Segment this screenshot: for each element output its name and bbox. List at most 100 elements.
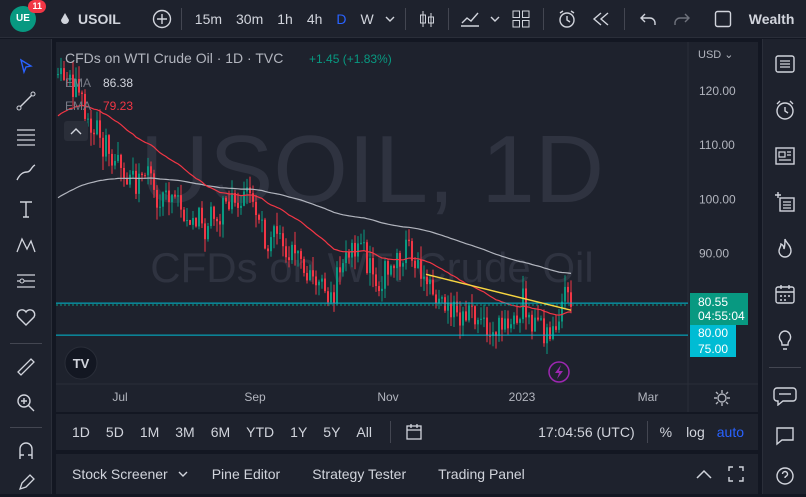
candle-body xyxy=(207,226,209,240)
cursor-icon xyxy=(19,58,33,75)
undo-icon xyxy=(639,13,656,25)
workspace-name[interactable]: Wealth xyxy=(748,10,795,27)
ideas-button[interactable] xyxy=(770,325,800,355)
text-tool[interactable] xyxy=(12,195,40,223)
interval-4h[interactable]: 4h xyxy=(306,10,323,27)
tradingview-logo[interactable]: TV xyxy=(64,346,98,380)
utc-clock[interactable]: 17:04:56 (UTC) xyxy=(538,424,635,440)
candle-body xyxy=(426,276,428,285)
alert-button[interactable] xyxy=(550,0,584,38)
candle-body xyxy=(408,239,410,242)
add-list-icon xyxy=(775,192,795,212)
help-button[interactable] xyxy=(770,461,800,491)
news-button[interactable] xyxy=(770,141,800,171)
object-tree-button[interactable] xyxy=(770,187,800,217)
tab-pine-editor[interactable]: Pine Editor xyxy=(211,466,281,482)
alerts-button[interactable] xyxy=(770,95,800,125)
fullscreen-button[interactable] xyxy=(703,0,743,38)
range-6m[interactable]: 6M xyxy=(210,424,231,440)
top-toolbar: UE 11 USOIL 15m 30m 1h 4h D W Wealth xyxy=(0,0,806,38)
chat-button[interactable] xyxy=(770,421,800,451)
magnet-tool[interactable] xyxy=(12,437,40,465)
currency-label[interactable]: USD ⌄ xyxy=(698,49,734,61)
legend-collapse-button[interactable] xyxy=(64,121,88,141)
layouts-button[interactable] xyxy=(505,0,537,38)
brush-tool[interactable] xyxy=(12,159,40,187)
rewind-icon xyxy=(592,11,609,26)
chats-button[interactable] xyxy=(770,381,800,411)
tab-strategy-tester[interactable]: Strategy Tester xyxy=(312,466,407,482)
favorites-tool[interactable] xyxy=(12,303,40,331)
candle-body xyxy=(108,135,110,154)
trendline-tool[interactable] xyxy=(12,87,40,115)
indicators-button[interactable] xyxy=(455,0,485,38)
price-chart[interactable]: USOIL, 1D CFDs on WTI Crude Oil 120.0011… xyxy=(56,42,758,412)
range-ytd[interactable]: YTD xyxy=(246,424,275,440)
candle-body xyxy=(321,278,323,282)
candle-body xyxy=(456,301,458,313)
candle-body xyxy=(294,244,296,254)
symbol-search-button[interactable]: USOIL xyxy=(60,0,121,38)
redo-button[interactable] xyxy=(665,0,699,38)
candle-body xyxy=(411,241,413,261)
range-5d[interactable]: 5D xyxy=(105,424,124,440)
chart-type-button[interactable] xyxy=(412,0,442,38)
candle-body xyxy=(267,248,269,252)
lightning-icon[interactable] xyxy=(548,361,570,383)
candle-body xyxy=(72,74,74,97)
candle-body xyxy=(351,242,353,258)
candle-body xyxy=(126,178,128,185)
replay-button[interactable] xyxy=(584,0,618,38)
fib-tool[interactable] xyxy=(12,123,40,151)
candles-icon xyxy=(419,10,434,27)
candle-body xyxy=(498,317,500,337)
forecast-tool[interactable] xyxy=(12,267,40,295)
indicators-dropdown[interactable] xyxy=(485,0,505,38)
range-3m[interactable]: 3M xyxy=(175,424,195,440)
range-all[interactable]: All xyxy=(356,424,372,440)
pattern-icon xyxy=(16,237,36,253)
watchlist-button[interactable] xyxy=(770,49,800,79)
zoom-tool[interactable] xyxy=(12,389,40,417)
compare-add-button[interactable] xyxy=(149,0,175,38)
percent-toggle[interactable]: % xyxy=(659,424,673,440)
candle-body xyxy=(429,279,431,285)
news-icon xyxy=(775,147,795,165)
interval-1h[interactable]: 1h xyxy=(277,10,293,27)
chevron-down-icon xyxy=(385,16,395,22)
interval-w[interactable]: W xyxy=(360,10,374,27)
panel-expand-button[interactable] xyxy=(696,469,712,479)
legend-title: CFDs on WTI Crude Oil · 1D · TVC xyxy=(65,50,283,66)
candle-body xyxy=(243,191,245,206)
candle-body xyxy=(396,252,398,269)
pattern-tool[interactable] xyxy=(12,231,40,259)
candle-body xyxy=(567,286,569,293)
tab-trading-panel[interactable]: Trading Panel xyxy=(438,466,525,482)
interval-d[interactable]: D xyxy=(336,10,347,27)
chart-pane[interactable]: USOIL, 1D CFDs on WTI Crude Oil 120.0011… xyxy=(56,42,758,412)
calendar-button[interactable] xyxy=(770,279,800,309)
cursor-tool[interactable] xyxy=(12,53,40,81)
log-toggle[interactable]: log xyxy=(686,424,705,440)
range-1y[interactable]: 1Y xyxy=(290,424,308,440)
user-avatar[interactable]: UE 11 xyxy=(10,0,46,32)
range-1m[interactable]: 1M xyxy=(139,424,160,440)
auto-toggle[interactable]: auto xyxy=(716,424,744,440)
candle-body xyxy=(189,220,191,225)
undo-button[interactable] xyxy=(631,0,665,38)
range-5y[interactable]: 5Y xyxy=(323,424,341,440)
range-1d[interactable]: 1D xyxy=(72,424,90,440)
measure-tool[interactable] xyxy=(12,353,40,381)
interval-15m[interactable]: 15m xyxy=(194,10,223,27)
level-80-value: 80.00 xyxy=(698,326,728,340)
candle-body xyxy=(138,173,140,194)
candle-body xyxy=(234,192,236,203)
date-range-button[interactable] xyxy=(405,423,423,441)
hotlists-button[interactable] xyxy=(770,233,800,263)
tab-stock-screener[interactable]: Stock Screener xyxy=(72,466,188,482)
interval-dropdown[interactable] xyxy=(381,0,399,38)
lock-drawings-tool[interactable] xyxy=(12,469,40,497)
interval-30m[interactable]: 30m xyxy=(236,10,264,27)
panel-maximize-button[interactable] xyxy=(728,466,744,482)
chart-settings-icon[interactable] xyxy=(714,390,730,406)
